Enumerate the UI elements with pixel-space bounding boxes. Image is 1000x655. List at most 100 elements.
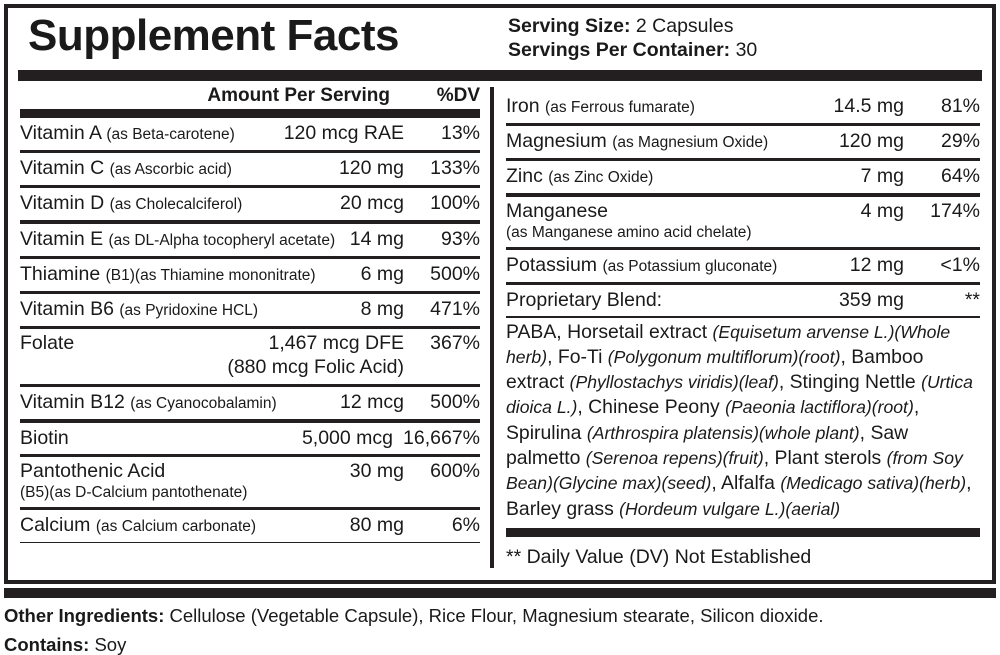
nutrient-amount: 120 mg	[838, 130, 904, 153]
nutrient-source: (as Potassium gluconate)	[602, 257, 778, 275]
dv-footnote: ** Daily Value (DV) Not Established	[506, 545, 812, 568]
nutrient-amount: 8 mg	[360, 297, 404, 320]
nutrient-dv: <1%	[940, 253, 980, 276]
latin-name: (from Soy Bean)(Glycine max)(seed)	[506, 448, 963, 494]
nutrient-dv: 13%	[440, 122, 480, 144]
nutrient-amount: 120 mcg RAE	[283, 122, 404, 144]
nutrient-amount: 4 mg	[860, 199, 904, 222]
dv-header: %DV	[436, 85, 480, 106]
table-row: Vitamin E (as DL-Alpha tocopheryl acetat…	[20, 224, 480, 256]
other-ingredients-label: Other Ingredients:	[4, 605, 165, 626]
row-divider	[20, 220, 480, 224]
nutrient-amount: 20 mcg	[340, 192, 404, 215]
nutrient-name: Vitamin E (as DL-Alpha tocopheryl acetat…	[20, 227, 336, 250]
left-header-rule	[20, 109, 480, 118]
row-divider	[20, 255, 480, 259]
facts-panel: Supplement Facts Serving Size: 2 Capsule…	[4, 4, 996, 584]
nutrient-amount: 30 mg	[349, 459, 404, 482]
common-name: , Fo-Ti	[547, 345, 608, 368]
footer-divider-bar	[4, 588, 996, 598]
nutrient-name: Magnesium (as Magnesium Oxide)	[506, 130, 769, 153]
nutrient-amount: 359 mg	[838, 288, 904, 311]
nutrient-dv: 100%	[430, 192, 480, 215]
servings-per-container-line: Servings Per Container: 30	[508, 38, 992, 62]
nutrient-source: (as Calcium carbonate)	[95, 517, 257, 535]
nutrient-name: Iron (as Ferrous fumarate)	[506, 95, 695, 117]
left-nutrient-rows: Vitamin A (as Beta-carotene) 120 mcg RAE 1…	[20, 118, 480, 544]
nutrient-source: (as Cholecalciferol)	[109, 196, 243, 214]
nutrient-source: (as Cyanocobalamin)	[130, 395, 277, 413]
common-name: , Stinging Nettle	[778, 371, 922, 394]
table-row: Pantothenic Acid 30 mg 600% (B5)(as D-Calci…	[20, 457, 480, 507]
common-name: , Spirulina	[506, 396, 920, 444]
servings-per-container-label: Servings Per Container:	[508, 39, 731, 61]
nutrient-dv: 29%	[940, 130, 980, 153]
latin-name: (Paeonia lactiflora)(root)	[725, 397, 914, 418]
common-name: , Barley grass	[506, 472, 972, 520]
nutrient-name: Proprietary Blend:	[506, 288, 663, 311]
amount-per-serving-header: Amount Per Serving	[207, 85, 390, 106]
nutrient-dv: 600%	[430, 459, 480, 482]
nutrient-dv: 93%	[440, 227, 480, 250]
nutrient-source: (as Ferrous fumarate)	[545, 99, 695, 116]
facts-header: Supplement Facts Serving Size: 2 Capsule…	[8, 8, 992, 70]
nutrient-second-line: (880 mcg Folic Acid)	[227, 356, 404, 379]
common-name: , Plant sterols	[763, 447, 887, 470]
nutrient-dv: **	[964, 288, 980, 311]
nutrient-name: Zinc (as Zinc Oxide)	[506, 165, 654, 188]
nutrient-dv: 81%	[940, 95, 980, 117]
table-row: Calcium (as Calcium carbonate) 80 mg 6%	[20, 510, 480, 542]
header-divider-bar	[18, 70, 982, 81]
row-divider	[20, 453, 480, 457]
table-row: Thiamine (B1)(as Thiamine mononitrate) 6 …	[20, 259, 480, 291]
nutrient-source: (as DL-Alpha tocopheryl acetate)	[108, 231, 336, 249]
nutrient-amount: 14.5 mg	[833, 95, 904, 117]
nutrients-right-column: Iron (as Ferrous fumarate) 14.5 mg 81% Magn…	[494, 81, 992, 576]
other-ingredients-value: Cellulose (Vegetable Capsule), Rice Flou…	[169, 605, 824, 626]
nutrient-name: Thiamine (B1)(as Thiamine mononitrate)	[20, 262, 316, 285]
row-divider	[20, 384, 480, 388]
common-name: PABA, Horsetail extract	[506, 320, 713, 343]
table-row: Biotin 5,000 mcg 16,667%	[20, 423, 480, 454]
servings-per-container-value: 30	[735, 39, 758, 61]
common-name: , Bamboo extract	[506, 345, 924, 394]
nutrients-body: Amount Per Serving %DV Vitamin A (as Bet…	[8, 81, 992, 576]
nutrient-source: (as Magnesium Oxide)	[612, 134, 769, 152]
nutrient-source: (B1)(as Thiamine mononitrate)	[105, 266, 316, 284]
table-row: Magnesium (as Magnesium Oxide) 120 mg 29%	[506, 126, 980, 158]
common-name: , Saw palmetto	[506, 421, 909, 470]
table-row: Vitamin C (as Ascorbic acid) 120 mg 133%	[20, 153, 480, 185]
table-row: Zinc (as Zinc Oxide) 7 mg 64%	[506, 161, 980, 193]
column-headers: Amount Per Serving %DV	[20, 81, 480, 109]
nutrient-source: (as Ascorbic acid)	[109, 161, 232, 179]
nutrient-amount: 12 mg	[849, 253, 904, 276]
nutrient-name: Vitamin D (as Cholecalciferol)	[20, 192, 243, 215]
row-divider	[506, 246, 980, 250]
row-divider	[20, 541, 480, 544]
nutrient-dv: 16,667%	[403, 426, 480, 449]
latin-name: (Hordeum vulgare L.)(aerial)	[619, 498, 841, 519]
row-divider	[20, 325, 480, 330]
proprietary-blend-ingredients: PABA, Horsetail extract (Equisetum arven…	[506, 318, 980, 524]
footnote-divider-bar	[506, 527, 980, 537]
nutrient-name: Folate	[20, 332, 75, 355]
serving-info: Serving Size: 2 Capsules Servings Per Co…	[500, 8, 992, 62]
table-row: Potassium (as Potassium gluconate) 12 mg <…	[506, 250, 980, 282]
row-divider	[20, 419, 480, 423]
nutrient-dv: 500%	[430, 262, 480, 285]
nutrient-amount: 1,467 mcg DFE	[268, 332, 404, 355]
table-row: Vitamin B6 (as Pyridoxine HCL) 8 mg 471%	[20, 294, 480, 326]
nutrient-name: Calcium (as Calcium carbonate)	[20, 513, 257, 536]
footer-section: Other Ingredients: Cellulose (Vegetable …	[4, 588, 996, 655]
nutrient-name: Vitamin B12 (as Cyanocobalamin)	[20, 391, 277, 414]
nutrient-name: Pantothenic Acid	[20, 459, 166, 482]
latin-name: (Medicago sativa)(herb)	[780, 473, 967, 494]
nutrient-name: Vitamin B6 (as Pyridoxine HCL)	[20, 297, 259, 320]
nutrient-amount: 6 mg	[360, 262, 404, 285]
table-row: Vitamin A (as Beta-carotene) 120 mcg RAE 1…	[20, 118, 480, 150]
nutrient-dv: 64%	[940, 165, 980, 188]
nutrient-amount: 120 mg	[338, 157, 404, 180]
row-divider	[20, 506, 480, 510]
page-title: Supplement Facts	[28, 11, 399, 60]
